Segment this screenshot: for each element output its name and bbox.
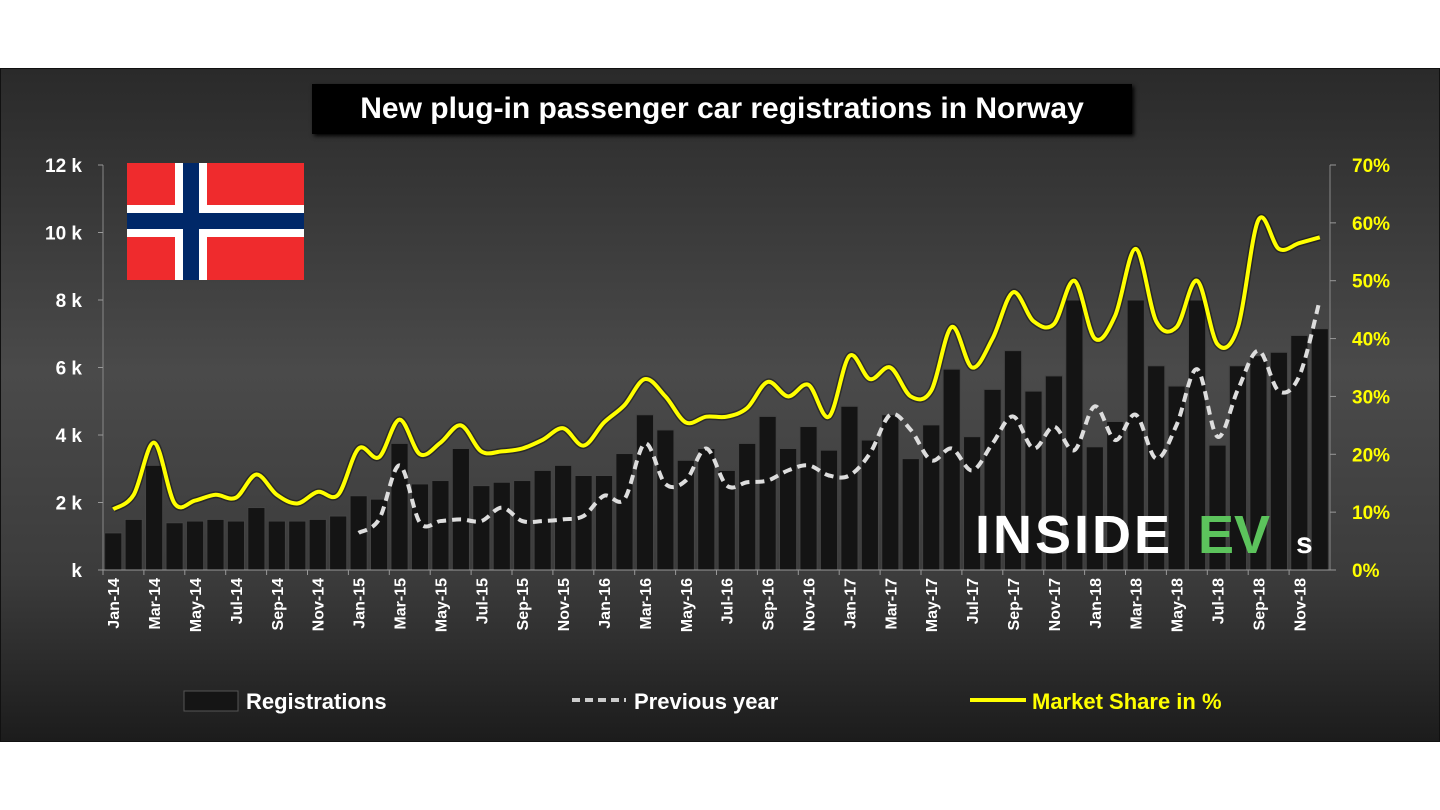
bar-registrations (615, 453, 634, 571)
x-tick-label: May-14 (188, 578, 205, 632)
x-tick-label: Mar-16 (638, 578, 655, 630)
legend-label-market-share: Market Share in % (1032, 689, 1222, 714)
x-tick-label: Sep-18 (1251, 578, 1268, 631)
bar-registrations (247, 507, 266, 571)
bar-registrations (635, 414, 655, 571)
x-tick-label: Jan-15 (352, 578, 369, 629)
bar-registrations (881, 414, 900, 571)
y2-tick-label: 60% (1352, 214, 1390, 235)
x-tick-label: Jul-16 (720, 578, 737, 624)
x-tick-label: Nov-14 (311, 578, 328, 631)
y2-tick-label: 70% (1352, 156, 1390, 177)
bar-registrations (819, 449, 839, 571)
bar-registrations (574, 475, 593, 571)
bar-registrations (288, 520, 307, 571)
bar-registrations (206, 518, 225, 571)
x-tick-label: Jan-14 (106, 578, 123, 629)
y-tick-label: 4 k (56, 426, 83, 447)
bar-registrations (451, 448, 470, 571)
bar-registrations (697, 448, 716, 571)
x-tick-label: Mar-18 (1129, 578, 1146, 630)
bar-registrations (738, 442, 757, 571)
bar-registrations (901, 458, 920, 571)
x-tick-label: Jul-14 (229, 578, 246, 624)
y2-tick-label: 0% (1352, 561, 1380, 582)
x-tick-label: Sep-16 (761, 578, 778, 631)
bar-registrations (799, 426, 818, 571)
bar-registrations (840, 405, 859, 571)
bar-registrations (472, 485, 491, 571)
bar-registrations (329, 515, 348, 571)
x-tick-label: May-18 (1170, 578, 1187, 632)
y2-tick-label: 30% (1352, 387, 1390, 408)
x-tick-label: Sep-17 (1006, 578, 1023, 631)
bar-registrations (594, 475, 614, 571)
x-tick-label: Jul-17 (965, 578, 982, 624)
bar-registrations (778, 448, 798, 571)
svg-text:INSIDE: INSIDE (975, 505, 1173, 565)
svg-text:EV: EV (1198, 505, 1270, 565)
x-tick-label: Nov-17 (1047, 578, 1064, 631)
bar-registrations (942, 368, 961, 571)
bar-registrations (676, 459, 695, 571)
x-tick-label: Jan-18 (1088, 578, 1105, 629)
x-tick-label: Nov-15 (556, 578, 573, 631)
bar-registrations (185, 520, 205, 571)
y-tick-label: 6 k (56, 359, 83, 380)
insideevs-logo: INSIDE EV s (975, 505, 1313, 565)
bar-registrations (124, 518, 143, 571)
bar-registrations (492, 481, 511, 571)
y2-tick-label: 10% (1352, 503, 1390, 524)
y-tick-label: 2 k (56, 494, 83, 515)
bar-registrations (717, 469, 736, 571)
x-tick-label: Jan-16 (597, 578, 614, 629)
x-tick-label: Mar-17 (883, 578, 900, 630)
x-tick-label: Jul-18 (1211, 578, 1228, 624)
y-tick-label: k (71, 561, 82, 582)
y-tick-label: 10 k (45, 224, 82, 245)
bar-registrations (431, 480, 450, 571)
bar-registrations (1310, 328, 1329, 571)
bar-registrations (513, 480, 532, 571)
x-tick-label: Mar-15 (393, 578, 410, 630)
x-tick-label: Nov-18 (1292, 578, 1309, 631)
x-tick-label: Mar-14 (147, 578, 164, 630)
bar-registrations (226, 520, 246, 571)
x-tick-label: Jul-15 (474, 578, 491, 624)
legend-label-registrations: Registrations (246, 689, 387, 714)
bar-registrations (922, 424, 941, 571)
x-tick-label: Sep-15 (515, 578, 532, 631)
bar-registrations (145, 464, 164, 571)
x-tick-label: Nov-16 (802, 578, 819, 631)
norway-flag (127, 163, 304, 280)
x-tick-label: Sep-14 (270, 578, 287, 631)
bar-registrations (656, 429, 675, 571)
chart-title: New plug-in passenger car registrations … (312, 84, 1132, 134)
y-tick-label: 8 k (56, 291, 83, 312)
svg-text:s: s (1296, 527, 1313, 560)
legend-swatch-registrations (183, 690, 239, 712)
x-tick-label: May-17 (924, 578, 941, 632)
bar-registrations (390, 442, 409, 571)
x-tick-label: Jan-17 (842, 578, 859, 629)
legend-label-previous-year: Previous year (634, 689, 779, 714)
bar-registrations (165, 522, 184, 571)
legend: Registrations Previous year Market Share… (183, 689, 1222, 714)
y2-tick-label: 20% (1352, 445, 1390, 466)
bar-registrations (104, 532, 123, 571)
x-tick-label: May-15 (433, 578, 450, 632)
bar-registrations (267, 520, 286, 571)
y2-tick-label: 40% (1352, 330, 1390, 351)
y-tick-label: 12 k (45, 156, 82, 177)
y2-tick-label: 50% (1352, 272, 1390, 293)
bar-registrations (308, 518, 327, 571)
line-previous-year (357, 299, 1322, 535)
bar-registrations (758, 415, 777, 571)
x-tick-label: May-16 (679, 578, 696, 632)
